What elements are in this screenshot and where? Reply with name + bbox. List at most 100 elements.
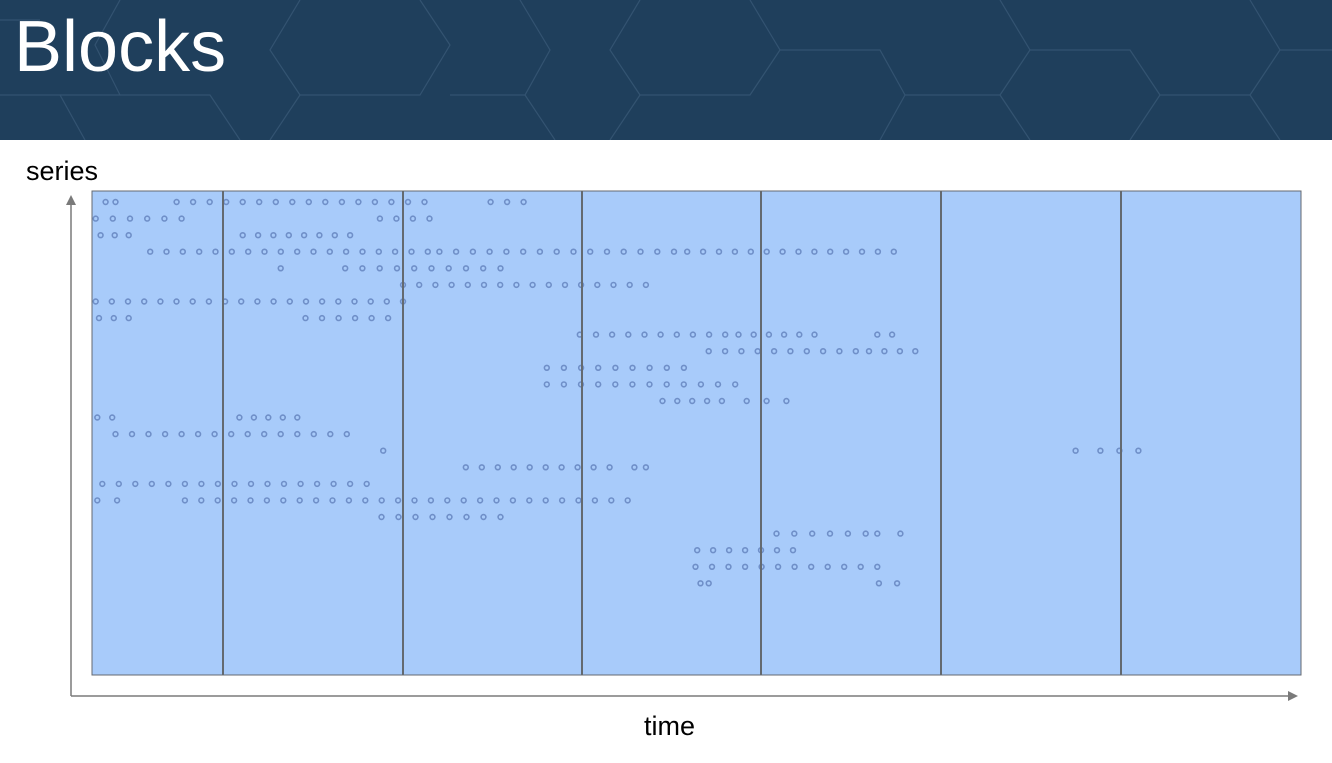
sample-dot bbox=[141, 298, 148, 305]
sample-dot bbox=[750, 331, 757, 338]
sample-dot bbox=[198, 497, 205, 504]
sample-dot bbox=[294, 414, 301, 421]
sample-dot bbox=[715, 248, 723, 255]
plot-background bbox=[91, 190, 1302, 676]
sample-dot bbox=[371, 198, 379, 206]
sample-dot bbox=[408, 248, 415, 255]
sample-dot bbox=[261, 248, 268, 255]
sample-dot bbox=[313, 480, 321, 488]
sample-dot bbox=[343, 430, 350, 438]
sample-dot bbox=[102, 198, 109, 206]
sample-dot bbox=[383, 298, 390, 305]
sample-dot bbox=[125, 231, 132, 239]
sample-dot bbox=[265, 414, 272, 421]
sample-dot bbox=[826, 248, 834, 255]
sample-dot bbox=[487, 198, 494, 206]
sample-dot bbox=[161, 430, 169, 438]
sample-dot bbox=[608, 497, 615, 504]
sample-dot bbox=[708, 563, 716, 570]
sample-dot bbox=[286, 298, 293, 305]
sample-dot bbox=[542, 497, 549, 504]
sample-dot bbox=[376, 215, 384, 222]
x-axis-arrowhead bbox=[1288, 691, 1298, 701]
sample-dot bbox=[115, 480, 123, 488]
sample-dot bbox=[346, 231, 354, 239]
sample-dot bbox=[780, 331, 788, 338]
sample-dot bbox=[874, 248, 882, 255]
sample-dot bbox=[469, 248, 477, 255]
sample-dot bbox=[409, 215, 417, 222]
sample-dot bbox=[620, 248, 627, 255]
sample-dot bbox=[111, 231, 118, 239]
sample-dot bbox=[211, 430, 218, 438]
sample-dot bbox=[738, 348, 745, 355]
sample-dot bbox=[558, 464, 565, 471]
sample-dot bbox=[631, 464, 638, 471]
sample-dot bbox=[670, 248, 678, 255]
sample-dot bbox=[497, 513, 504, 521]
sample-dot bbox=[342, 248, 350, 255]
sample-dot bbox=[351, 314, 359, 322]
sample-dot bbox=[721, 331, 729, 338]
sample-dot bbox=[250, 414, 258, 421]
sample-dot bbox=[824, 563, 831, 570]
sample-dot bbox=[236, 414, 243, 421]
sample-dot bbox=[603, 248, 611, 255]
sample-dot bbox=[811, 248, 818, 255]
sample-dots bbox=[92, 198, 1142, 587]
sample-dot bbox=[329, 497, 336, 504]
sample-dot bbox=[375, 248, 382, 255]
sample-dot bbox=[509, 497, 517, 504]
sample-dot bbox=[330, 480, 337, 488]
sample-dot bbox=[510, 464, 517, 471]
sample-dot bbox=[693, 547, 701, 554]
sample-dot bbox=[355, 198, 362, 206]
sample-dot bbox=[673, 331, 680, 338]
sample-dot bbox=[173, 198, 180, 206]
sample-dot bbox=[770, 348, 778, 355]
sample-dot bbox=[261, 430, 268, 438]
sample-dot bbox=[157, 298, 164, 305]
sample-dot bbox=[842, 248, 850, 255]
sample-dot bbox=[163, 248, 170, 255]
sample-dot bbox=[819, 348, 827, 355]
sample-dot bbox=[586, 248, 594, 255]
sample-dot bbox=[145, 430, 152, 438]
sample-dot bbox=[888, 331, 896, 338]
sample-dot bbox=[294, 248, 301, 255]
sample-dot bbox=[342, 265, 349, 272]
sample-dot bbox=[697, 381, 705, 388]
sample-dot bbox=[486, 248, 493, 255]
sample-dot bbox=[196, 248, 203, 255]
sample-dot bbox=[318, 314, 326, 322]
sample-dot bbox=[536, 248, 544, 255]
sample-dot bbox=[277, 265, 284, 272]
sample-dot bbox=[416, 281, 423, 289]
sample-dot bbox=[189, 298, 196, 305]
sample-dot bbox=[346, 480, 354, 488]
sample-dot bbox=[1135, 447, 1142, 454]
sample-dot bbox=[844, 530, 852, 537]
sample-dot bbox=[395, 513, 402, 521]
sample-dot bbox=[478, 464, 485, 471]
sample-dot bbox=[312, 497, 320, 504]
sample-dot bbox=[543, 364, 550, 372]
sample-dot bbox=[629, 364, 636, 372]
sample-dot bbox=[789, 547, 797, 554]
sample-dot bbox=[763, 397, 770, 405]
y-axis-label: series bbox=[26, 156, 99, 186]
sample-dot bbox=[277, 430, 284, 438]
sample-dot bbox=[561, 281, 569, 289]
sample-dot bbox=[718, 397, 726, 405]
sample-dot bbox=[594, 381, 602, 388]
sample-dot bbox=[642, 464, 650, 471]
sample-dot bbox=[680, 381, 687, 388]
sample-dot bbox=[520, 198, 527, 206]
sample-dot bbox=[256, 198, 263, 206]
sample-dot bbox=[297, 480, 304, 488]
sample-dot bbox=[214, 480, 222, 488]
sample-dot bbox=[862, 530, 869, 537]
sample-dot bbox=[659, 397, 666, 405]
sample-dot bbox=[173, 298, 180, 305]
sample-dot bbox=[359, 248, 366, 255]
